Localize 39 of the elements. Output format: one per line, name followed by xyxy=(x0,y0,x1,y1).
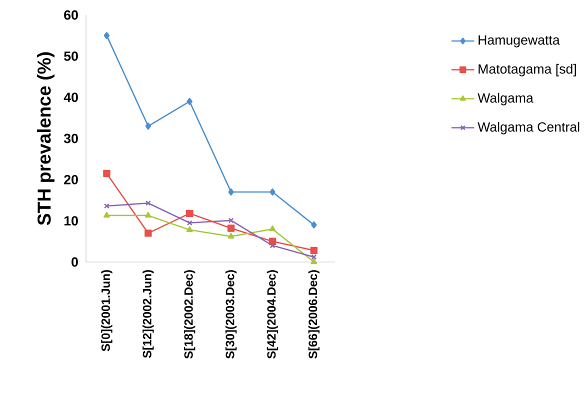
point xyxy=(186,210,194,218)
point xyxy=(104,212,110,218)
point xyxy=(144,212,152,218)
point xyxy=(186,220,192,226)
point xyxy=(186,98,192,106)
x-tick-label: S[0](2001.Jun) xyxy=(101,270,112,352)
point xyxy=(186,226,193,232)
point xyxy=(269,225,276,232)
x-tick-label: S[18](2002.Dec) xyxy=(184,270,196,359)
y-tick-label: 40 xyxy=(64,92,78,102)
legend-label: Hamugewatta xyxy=(478,35,560,48)
y-axis-title: STH prevalence (%) xyxy=(37,52,54,226)
point xyxy=(270,242,276,248)
point xyxy=(270,188,276,196)
y-tick-label: 30 xyxy=(64,134,78,144)
point xyxy=(103,170,110,178)
point xyxy=(104,32,110,40)
point xyxy=(311,221,317,229)
x-tick-label: S[66](2006.Dec) xyxy=(308,270,320,359)
y-tick-label: 50 xyxy=(64,51,78,61)
point xyxy=(310,246,318,254)
point xyxy=(228,188,234,196)
legend-label: Matotagama [sd] xyxy=(478,64,576,76)
legend-label: Walgama Central xyxy=(478,122,580,134)
legend-label: Walgama xyxy=(478,92,534,106)
point xyxy=(310,258,318,264)
point xyxy=(144,230,152,237)
point xyxy=(145,122,152,130)
y-tick-label: 60 xyxy=(64,10,78,20)
x-tick-label: S[30](2003.Dec) xyxy=(225,270,237,359)
y-tick-label: 10 xyxy=(64,216,78,226)
point xyxy=(228,218,234,224)
point xyxy=(145,200,151,206)
point xyxy=(228,232,234,239)
x-tick-label: S[42](2004.Dec) xyxy=(266,270,278,359)
y-tick-label: 20 xyxy=(64,174,78,184)
y-tick-label: 0 xyxy=(72,257,78,267)
x-tick-label: S[12](2002.Jun) xyxy=(142,270,154,358)
point xyxy=(227,224,235,232)
